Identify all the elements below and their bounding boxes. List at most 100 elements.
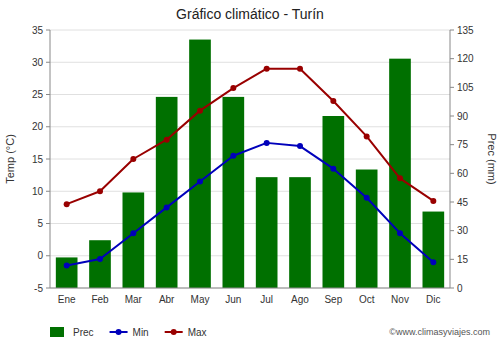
y-tick <box>46 94 50 95</box>
point <box>430 198 436 204</box>
y-tick-label: 0 <box>37 250 43 261</box>
annotation: ©www.climasyviajes.com <box>389 327 490 337</box>
point <box>330 166 336 172</box>
y-tick <box>46 126 50 127</box>
y2-tick <box>450 116 454 117</box>
point <box>330 98 336 104</box>
x-tick-label: Mar <box>125 294 143 305</box>
y-tick <box>46 62 50 63</box>
bar <box>56 257 78 288</box>
x-tick-label: Nov <box>391 294 409 305</box>
point <box>197 179 203 185</box>
line <box>67 143 434 266</box>
y-tick-label: 30 <box>32 57 44 68</box>
x-tick-label: Feb <box>91 294 109 305</box>
y2-tick-label: 120 <box>457 53 474 64</box>
y-tick-label: 15 <box>32 154 44 165</box>
point <box>397 175 403 181</box>
y-tick-label: 5 <box>37 218 43 229</box>
y2-tick <box>450 58 454 59</box>
y2-tick <box>450 30 454 31</box>
grid-line <box>50 30 450 31</box>
bar <box>89 240 111 288</box>
y-tick-label: -5 <box>34 283 43 294</box>
y-tick-label: 10 <box>32 186 44 197</box>
y-tick-label: 35 <box>32 25 44 36</box>
y-tick-label: 25 <box>32 89 44 100</box>
x-tick-label: May <box>191 294 210 305</box>
point <box>130 230 136 236</box>
grid-line <box>50 288 450 289</box>
point <box>264 66 270 72</box>
legend: Prec Min Max <box>50 327 207 338</box>
y2-tick <box>450 87 454 88</box>
y2-axis-label: Prec (mm) <box>486 133 498 184</box>
legend-label: Min <box>133 327 149 338</box>
y2-tick-label: 135 <box>457 25 474 36</box>
bar <box>189 40 211 288</box>
legend-swatch <box>50 327 64 337</box>
line <box>67 69 434 204</box>
bar <box>289 177 311 288</box>
y2-tick <box>450 202 454 203</box>
bar <box>356 170 378 288</box>
y-tick <box>46 30 50 31</box>
y2-tick <box>450 230 454 231</box>
point <box>264 140 270 146</box>
x-axis-line <box>50 288 450 289</box>
bar <box>423 212 445 288</box>
point <box>97 188 103 194</box>
axes: -5051015202530350153045607590105120135En… <box>32 25 474 306</box>
y2-tick <box>450 173 454 174</box>
grid <box>50 30 450 288</box>
point <box>130 156 136 162</box>
bar <box>256 177 278 288</box>
y-tick <box>46 255 50 256</box>
x-tick-label: Dic <box>426 294 440 305</box>
bar <box>323 116 345 288</box>
x-tick-label: Jul <box>260 294 273 305</box>
point <box>197 108 203 114</box>
y2-tick-label: 90 <box>457 111 469 122</box>
y2-tick-label: 105 <box>457 82 474 93</box>
y2-tick <box>450 288 454 289</box>
point <box>64 262 70 268</box>
chart-container: -5051015202530350153045607590105120135En… <box>0 0 500 350</box>
point <box>397 230 403 236</box>
y2-tick-label: 15 <box>457 254 469 265</box>
y2-axis-line <box>450 30 451 288</box>
y-tick <box>46 223 50 224</box>
y-axis-label: Temp (°C) <box>4 134 16 184</box>
point <box>297 143 303 149</box>
x-tick-label: Abr <box>159 294 175 305</box>
y2-tick-label: 75 <box>457 139 469 150</box>
point <box>164 137 170 143</box>
x-tick-label: Sep <box>324 294 342 305</box>
bar <box>223 97 245 288</box>
x-tick-label: Ene <box>58 294 76 305</box>
point <box>364 133 370 139</box>
x-tick-label: Oct <box>359 294 375 305</box>
point <box>64 201 70 207</box>
y2-tick-label: 30 <box>457 225 469 236</box>
y2-tick <box>450 259 454 260</box>
point <box>164 204 170 210</box>
y-tick-label: 20 <box>32 121 44 132</box>
legend-label: Max <box>188 327 207 338</box>
y-tick <box>46 191 50 192</box>
x-tick-label: Ago <box>291 294 309 305</box>
y-tick <box>46 288 50 289</box>
point <box>230 85 236 91</box>
y2-tick-label: 0 <box>457 283 463 294</box>
x-tick-label: Jun <box>225 294 241 305</box>
bar <box>156 97 178 288</box>
y-tick <box>46 159 50 160</box>
title: Gráfico climático - Turín <box>176 6 324 22</box>
point <box>230 153 236 159</box>
y2-tick-label: 60 <box>457 168 469 179</box>
point <box>364 195 370 201</box>
bar <box>389 59 411 288</box>
legend-label: Prec <box>73 327 94 338</box>
point <box>97 256 103 262</box>
legend-marker <box>116 329 122 335</box>
